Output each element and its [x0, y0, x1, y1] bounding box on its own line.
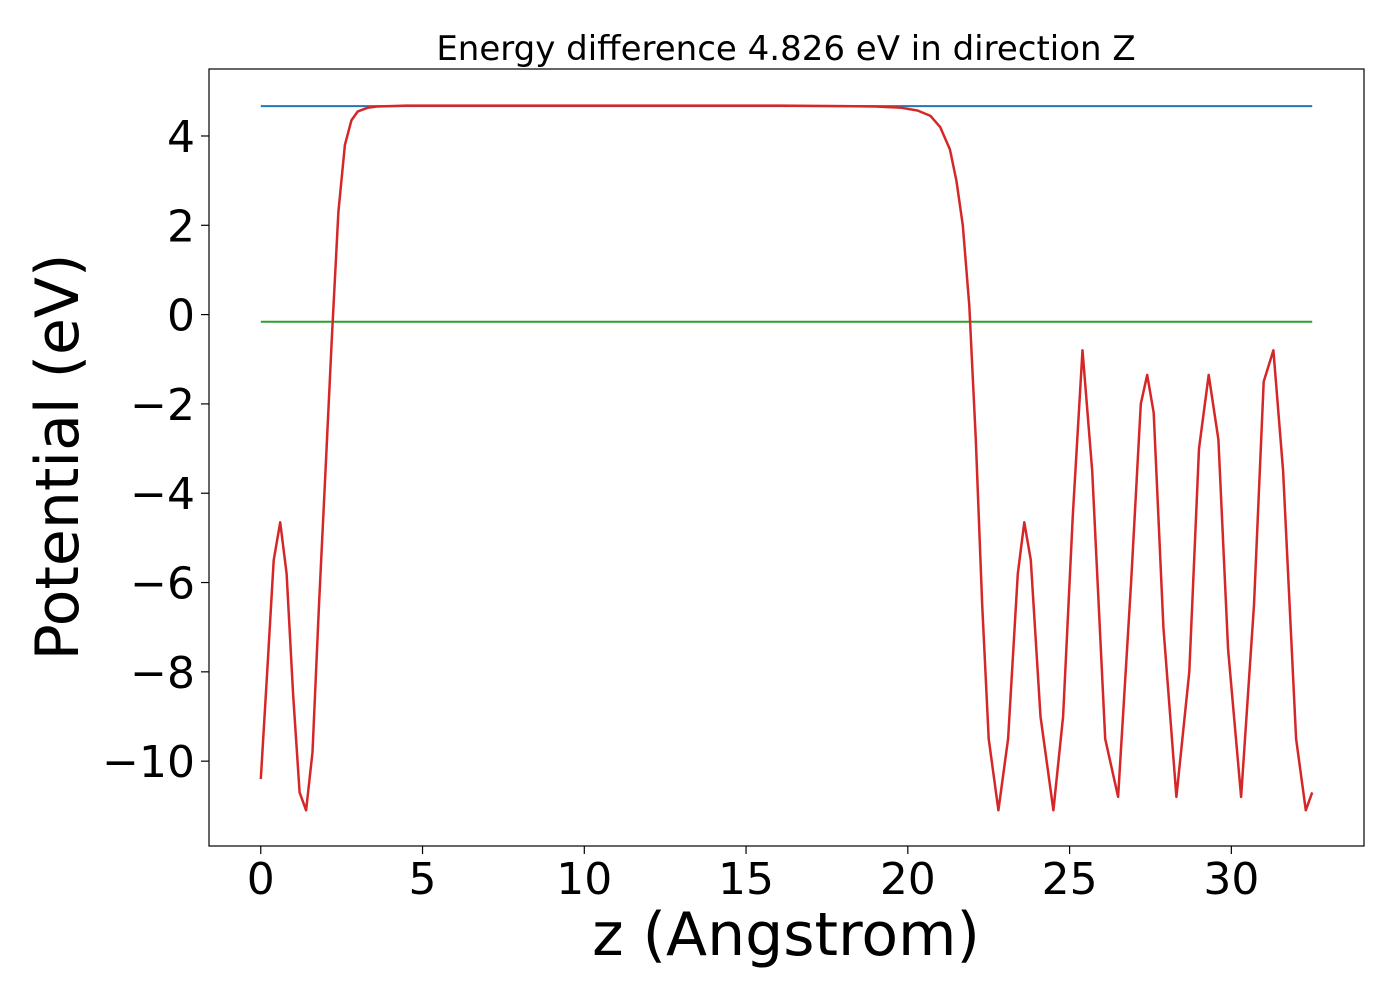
y-tick-label: −4: [130, 469, 195, 520]
x-tick-label: 0: [247, 854, 275, 905]
plot-area: [259, 104, 1314, 812]
y-tick-label: −2: [130, 380, 195, 431]
x-tick-label: 10: [556, 854, 612, 905]
y-tick-label: 2: [167, 201, 195, 252]
x-tick-label: 5: [409, 854, 437, 905]
potential-curve: [259, 104, 1314, 812]
y-tick-label: 0: [167, 291, 195, 342]
y-tick-label: −8: [130, 648, 195, 699]
x-tick-label: 20: [880, 854, 936, 905]
x-tick-label: 15: [718, 854, 774, 905]
x-axis-label: z (Angstrom): [592, 900, 980, 970]
x-tick-label: 25: [1042, 854, 1098, 905]
y-axis-label: Potential (eV): [23, 254, 93, 661]
chart-title: Energy difference 4.826 eV in direction …: [436, 29, 1135, 69]
y-tick-label: −10: [102, 737, 195, 788]
y-tick-label: −6: [130, 559, 195, 610]
y-tick-label: 4: [167, 112, 195, 163]
x-tick-label: 30: [1203, 854, 1259, 905]
x-axis: 0 5 10 15 20 25 30: [247, 846, 1259, 905]
y-axis: 4 2 0 −2 −4 −6 −8 −10: [102, 112, 209, 788]
plot-frame: [208, 68, 1365, 847]
